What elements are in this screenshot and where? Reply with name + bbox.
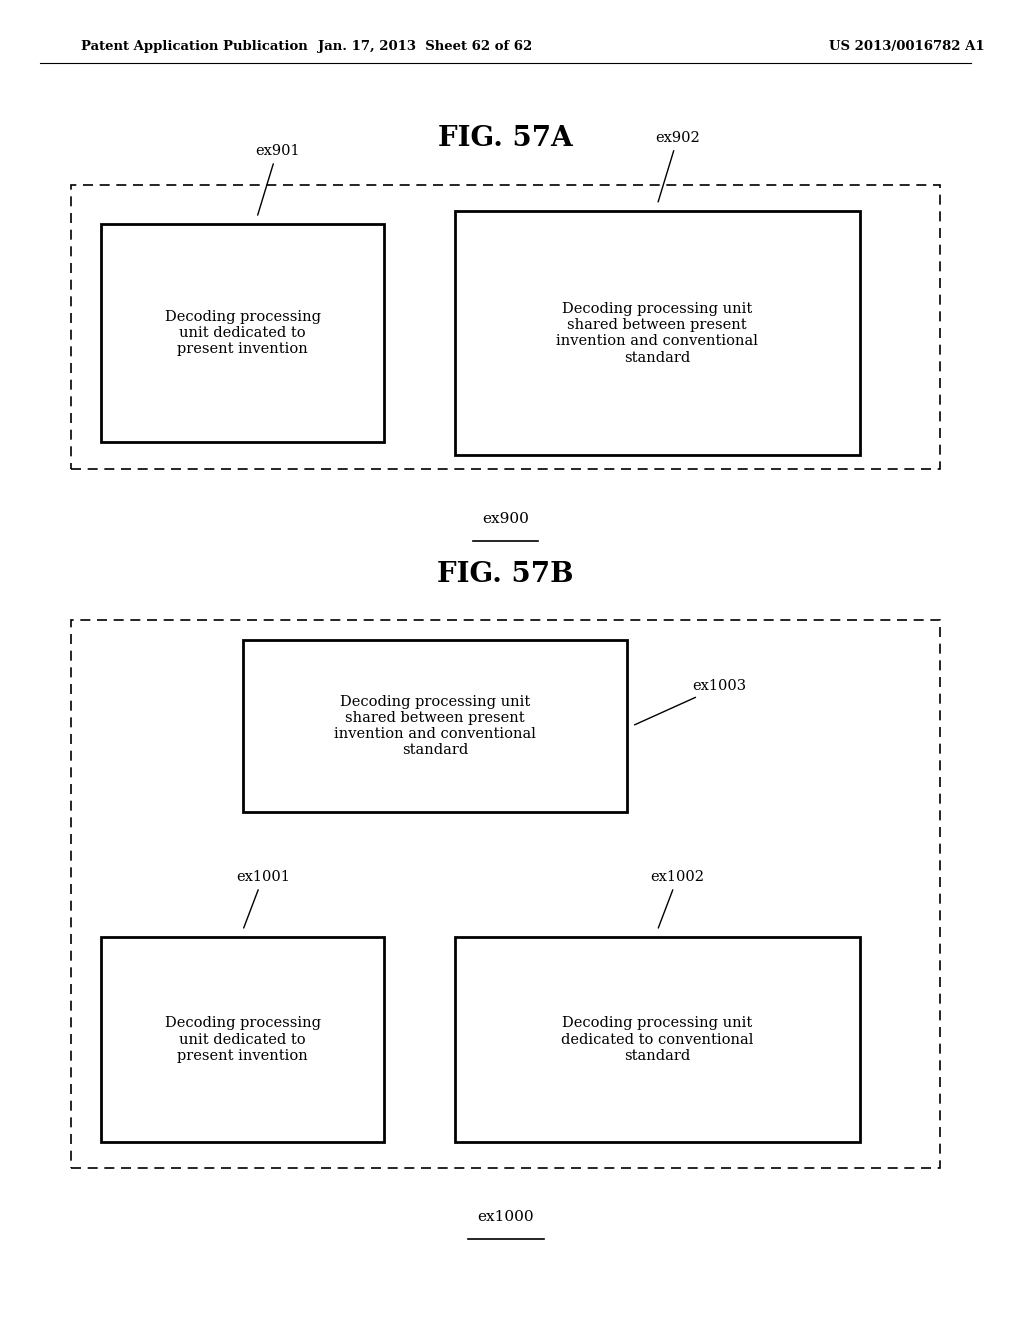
FancyBboxPatch shape [101,224,384,442]
Text: Decoding processing
unit dedicated to
present invention: Decoding processing unit dedicated to pr… [165,310,321,356]
FancyBboxPatch shape [71,185,940,469]
Text: ex900: ex900 [482,512,529,527]
Text: FIG. 57B: FIG. 57B [437,561,573,587]
FancyBboxPatch shape [71,620,940,1168]
FancyBboxPatch shape [455,211,859,455]
Text: Decoding processing
unit dedicated to
present invention: Decoding processing unit dedicated to pr… [165,1016,321,1063]
Text: US 2013/0016782 A1: US 2013/0016782 A1 [829,40,985,53]
Text: ex902: ex902 [655,131,699,202]
Text: ex1000: ex1000 [477,1210,534,1225]
Text: Decoding processing unit
shared between present
invention and conventional
stand: Decoding processing unit shared between … [556,302,758,364]
FancyBboxPatch shape [101,937,384,1142]
Text: Decoding processing unit
shared between present
invention and conventional
stand: Decoding processing unit shared between … [334,694,536,758]
Text: Jan. 17, 2013  Sheet 62 of 62: Jan. 17, 2013 Sheet 62 of 62 [317,40,531,53]
Text: ex1002: ex1002 [650,870,705,928]
FancyBboxPatch shape [455,937,859,1142]
Text: ex1003: ex1003 [635,680,746,725]
Text: Decoding processing unit
dedicated to conventional
standard: Decoding processing unit dedicated to co… [561,1016,754,1063]
Text: ex1001: ex1001 [236,870,290,928]
Text: FIG. 57A: FIG. 57A [438,125,573,152]
Text: ex901: ex901 [255,144,299,215]
Text: Patent Application Publication: Patent Application Publication [81,40,307,53]
FancyBboxPatch shape [243,640,627,812]
